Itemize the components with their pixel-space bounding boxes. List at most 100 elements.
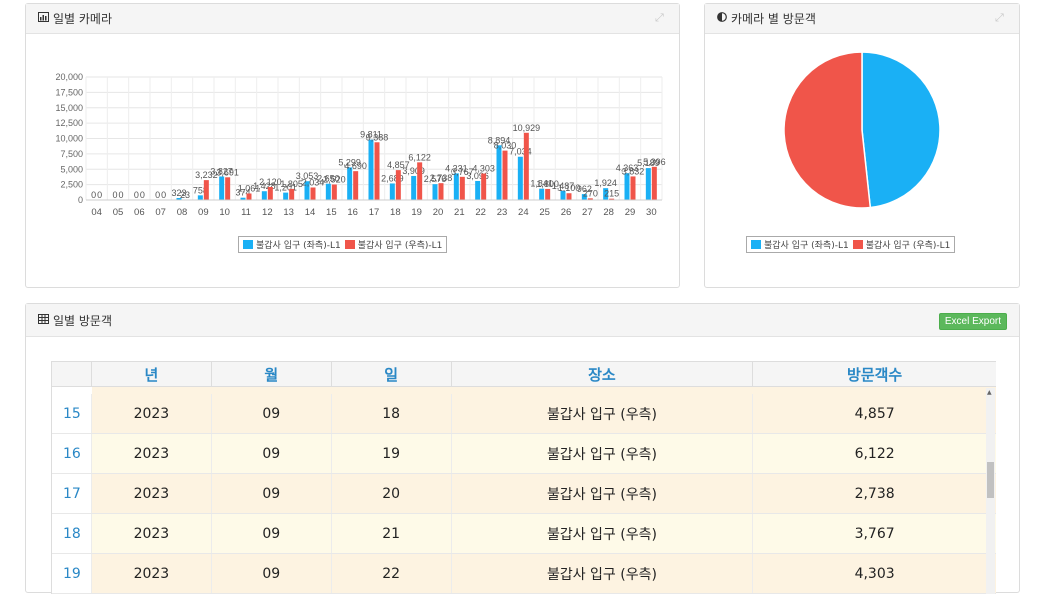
bar-right-camera[interactable] bbox=[268, 187, 273, 200]
cell-year: 2023 bbox=[92, 514, 212, 553]
bar-data-label: 270 bbox=[583, 188, 598, 198]
y-tick-label: 15,000 bbox=[55, 103, 83, 113]
bar-data-label: 4,690 bbox=[344, 161, 367, 171]
bar-left-camera[interactable] bbox=[497, 145, 502, 200]
bar-chart-legend: 불갑사 입구 (좌측)-L1 불갑사 입구 (우측)-L1 bbox=[238, 236, 447, 253]
bar-right-camera[interactable] bbox=[652, 167, 657, 200]
bar-left-camera[interactable] bbox=[433, 184, 438, 200]
bar-data-label: 5,396 bbox=[643, 157, 666, 167]
bar-data-label: 23 bbox=[180, 190, 190, 200]
expand-icon[interactable]: ⤢ bbox=[655, 12, 667, 24]
row-index: 15 bbox=[52, 394, 92, 433]
cell-year: 2023 bbox=[92, 554, 212, 593]
pie-slice-right-camera[interactable] bbox=[784, 52, 870, 208]
daily-visitors-title: 일별 방문객 bbox=[53, 312, 112, 329]
x-tick-label: 14 bbox=[305, 207, 316, 218]
bar-right-camera[interactable] bbox=[375, 142, 380, 200]
bar-data-label: 3,691 bbox=[216, 167, 239, 177]
x-tick-label: 11 bbox=[241, 207, 251, 218]
bar-data-label: 2,738 bbox=[430, 173, 453, 183]
bar-left-camera[interactable] bbox=[475, 181, 480, 200]
bar-left-camera[interactable] bbox=[625, 173, 630, 200]
x-tick-label: 28 bbox=[603, 207, 614, 218]
table-header: 년 월 일 장소 방문객수 bbox=[52, 361, 996, 387]
camera-visitors-panel-header: 카메라 별 방문객 ⤢ bbox=[705, 4, 1019, 34]
cell-place: 불갑사 입구 (우측) bbox=[452, 554, 754, 593]
scrollbar-thumb[interactable] bbox=[987, 462, 994, 498]
bar-right-camera[interactable] bbox=[567, 193, 572, 200]
bar-right-camera[interactable] bbox=[460, 177, 465, 200]
scroll-up-arrow-icon[interactable]: ▲ bbox=[987, 389, 992, 396]
row-index: 16 bbox=[52, 434, 92, 473]
cell-visitors: 3,767 bbox=[753, 514, 996, 553]
bar-right-camera[interactable] bbox=[289, 189, 294, 200]
pie-chart-legend: 불갑사 입구 (좌측)-L1 불갑사 입구 (우측)-L1 bbox=[746, 236, 955, 253]
bar-data-label: 0 bbox=[134, 190, 139, 200]
table-scrollbar[interactable]: ▲ bbox=[986, 388, 995, 594]
cell-visitors: 4,303 bbox=[753, 554, 996, 593]
column-header-visitors[interactable]: 방문객수 bbox=[753, 362, 996, 386]
y-tick-label: 10,000 bbox=[55, 134, 83, 144]
bar-data-label: 0 bbox=[140, 190, 145, 200]
bar-right-camera[interactable] bbox=[524, 133, 529, 200]
bar-left-camera[interactable] bbox=[262, 191, 267, 200]
daily-visitors-panel-header: 일별 방문객 Excel Export bbox=[26, 304, 1019, 337]
bar-right-camera[interactable] bbox=[311, 187, 316, 200]
bar-left-camera[interactable] bbox=[646, 168, 651, 200]
bar-right-camera[interactable] bbox=[545, 189, 550, 200]
x-tick-label: 22 bbox=[475, 207, 486, 218]
column-header-day[interactable]: 일 bbox=[332, 362, 452, 386]
x-tick-label: 26 bbox=[561, 207, 572, 218]
bar-data-label: 0 bbox=[118, 190, 123, 200]
x-tick-label: 17 bbox=[369, 207, 380, 218]
bar-right-camera[interactable] bbox=[204, 180, 209, 200]
column-header-month[interactable]: 월 bbox=[212, 362, 332, 386]
bar-left-camera[interactable] bbox=[283, 193, 288, 200]
bar-data-label: 1,924 bbox=[594, 178, 617, 188]
bar-right-camera[interactable] bbox=[417, 162, 422, 200]
cell-year: 2023 bbox=[92, 394, 212, 433]
bar-data-label: 10,929 bbox=[513, 123, 541, 133]
bar-right-camera[interactable] bbox=[353, 171, 358, 200]
bar-left-camera[interactable] bbox=[198, 195, 203, 200]
bar-right-camera[interactable] bbox=[396, 170, 401, 200]
bar-right-camera[interactable] bbox=[332, 185, 337, 200]
x-tick-label: 23 bbox=[497, 207, 508, 218]
pie-slice-left-camera[interactable] bbox=[862, 52, 940, 208]
bar-right-camera[interactable] bbox=[247, 193, 252, 200]
bar-right-camera[interactable] bbox=[631, 176, 636, 200]
x-tick-label: 24 bbox=[518, 207, 529, 218]
table-row-partial bbox=[92, 387, 996, 394]
bar-left-camera[interactable] bbox=[454, 173, 459, 200]
bar-data-label: 9,388 bbox=[366, 132, 389, 142]
bar-left-camera[interactable] bbox=[411, 176, 416, 200]
bar-left-camera[interactable] bbox=[219, 176, 224, 200]
bar-left-camera[interactable] bbox=[539, 189, 544, 200]
bar-left-camera[interactable] bbox=[390, 183, 395, 200]
bar-right-camera[interactable] bbox=[225, 177, 230, 200]
bar-right-camera[interactable] bbox=[481, 174, 486, 200]
x-tick-label: 12 bbox=[262, 207, 273, 218]
cell-month: 09 bbox=[212, 434, 332, 473]
bar-right-camera[interactable] bbox=[439, 183, 444, 200]
cell-visitors: 6,122 bbox=[753, 434, 996, 473]
bar-left-camera[interactable] bbox=[518, 157, 523, 200]
cell-place: 불갑사 입구 (우측) bbox=[452, 474, 754, 513]
column-header-index[interactable] bbox=[52, 362, 92, 386]
daily-camera-panel-header: 일별 카메라 ⤢ bbox=[26, 4, 679, 34]
column-header-place[interactable]: 장소 bbox=[452, 362, 754, 386]
x-tick-label: 05 bbox=[113, 207, 124, 218]
bar-left-camera[interactable] bbox=[369, 140, 374, 200]
bar-left-camera[interactable] bbox=[347, 167, 352, 200]
column-header-year[interactable]: 년 bbox=[92, 362, 212, 386]
bar-left-camera[interactable] bbox=[326, 184, 331, 200]
bar-right-camera[interactable] bbox=[503, 151, 508, 200]
expand-icon[interactable]: ⤢ bbox=[995, 12, 1007, 24]
excel-export-button[interactable]: Excel Export bbox=[939, 313, 1007, 330]
